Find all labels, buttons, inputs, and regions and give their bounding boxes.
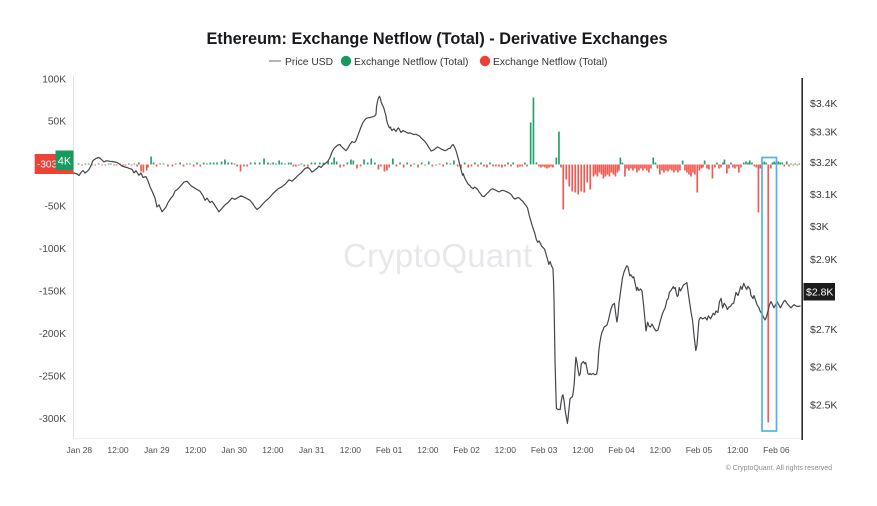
svg-text:12:00: 12:00 [495, 445, 517, 455]
svg-text:$3.3K: $3.3K [810, 126, 837, 138]
svg-text:12:00: 12:00 [340, 445, 362, 455]
svg-text:12:00: 12:00 [417, 445, 439, 455]
svg-text:-100K: -100K [39, 244, 66, 255]
svg-text:12:00: 12:00 [107, 445, 129, 455]
svg-text:© CryptoQuant. All rights rese: © CryptoQuant. All rights reserved [726, 464, 832, 472]
svg-text:Feb 05: Feb 05 [686, 445, 713, 455]
svg-text:$2.9K: $2.9K [810, 254, 837, 266]
svg-text:$3.1K: $3.1K [810, 189, 837, 201]
svg-text:$2.5K: $2.5K [810, 399, 837, 411]
svg-text:-250K: -250K [39, 372, 66, 383]
svg-text:12:00: 12:00 [185, 445, 207, 455]
svg-text:Feb 06: Feb 06 [763, 445, 790, 455]
svg-text:$3K: $3K [810, 221, 829, 233]
svg-text:$3.2K: $3.2K [810, 157, 837, 169]
svg-text:Feb 01: Feb 01 [376, 445, 403, 455]
svg-text:Ethereum: Exchange Netflow (To: Ethereum: Exchange Netflow (Total) - Der… [206, 30, 667, 48]
svg-text:Feb 02: Feb 02 [453, 445, 480, 455]
svg-text:100K: 100K [42, 75, 66, 86]
svg-text:$2.6K: $2.6K [810, 361, 837, 373]
svg-text:50K: 50K [48, 117, 66, 128]
svg-text:-200K: -200K [39, 329, 66, 340]
svg-text:-303.6K: -303.6K [37, 160, 72, 171]
svg-text:Price USD: Price USD [285, 57, 333, 68]
svg-text:Exchange Netflow (Total): Exchange Netflow (Total) [493, 57, 607, 68]
svg-text:Jan 29: Jan 29 [144, 445, 170, 455]
svg-text:12:00: 12:00 [262, 445, 284, 455]
svg-text:-150K: -150K [39, 287, 66, 298]
svg-text:Feb 04: Feb 04 [608, 445, 635, 455]
svg-text:4K: 4K [58, 156, 72, 168]
svg-text:-300K: -300K [39, 414, 66, 425]
svg-text:12:00: 12:00 [650, 445, 672, 455]
svg-text:Exchange Netflow (Total): Exchange Netflow (Total) [354, 57, 468, 68]
svg-text:Jan 31: Jan 31 [299, 445, 325, 455]
svg-text:Jan 28: Jan 28 [67, 445, 93, 455]
svg-text:$2.8K: $2.8K [806, 287, 833, 299]
svg-text:Feb 03: Feb 03 [531, 445, 558, 455]
svg-text:$3.4K: $3.4K [810, 98, 837, 110]
svg-text:-50K: -50K [44, 202, 66, 213]
svg-text:12:00: 12:00 [572, 445, 594, 455]
svg-text:$2.7K: $2.7K [810, 324, 837, 336]
svg-text:Jan 30: Jan 30 [221, 445, 247, 455]
svg-text:CryptoQuant: CryptoQuant [343, 237, 532, 274]
svg-text:12:00: 12:00 [727, 445, 749, 455]
